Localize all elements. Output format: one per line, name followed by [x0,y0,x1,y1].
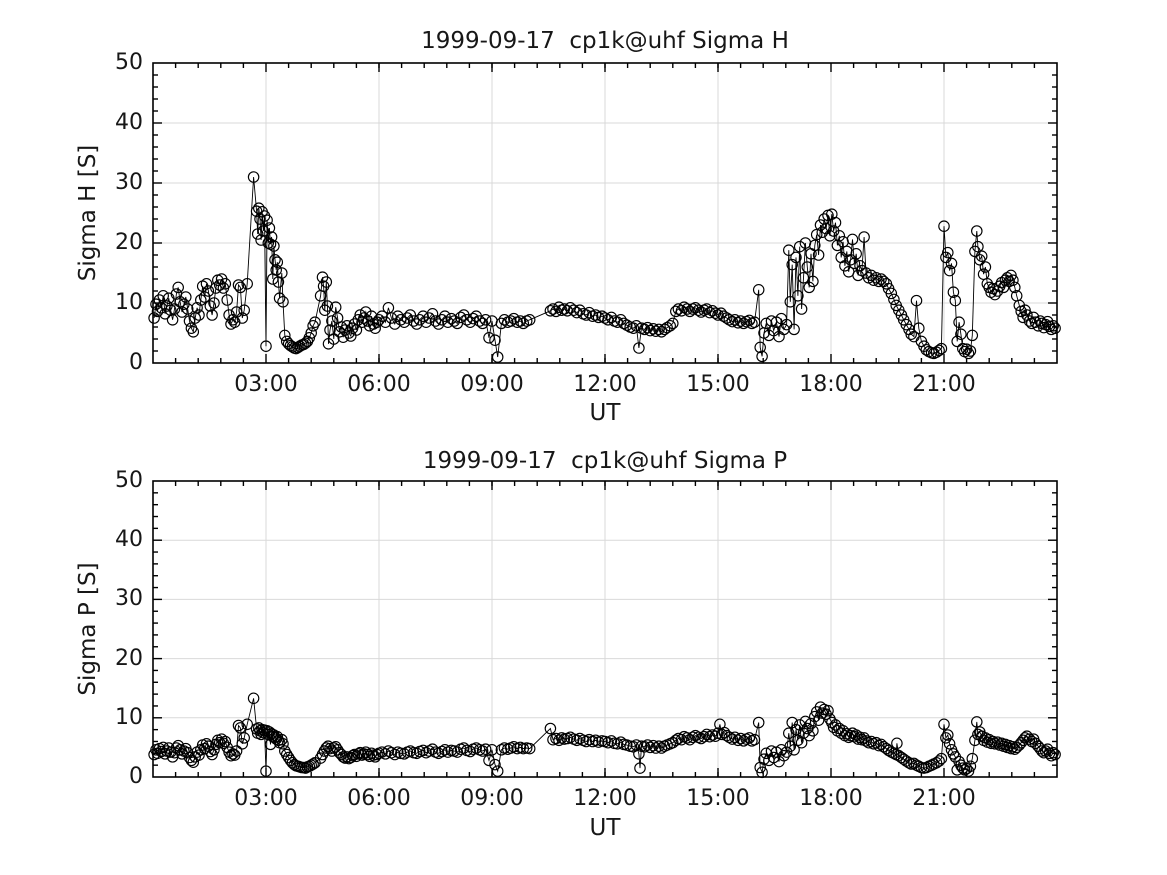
sigma-h-y-tick-label: 50 [115,50,143,75]
sigma-p-x-tick-label: 12:00 [573,786,637,811]
sigma-p-x-tick-label: 18:00 [799,786,863,811]
sigma-p-x-tick-label: 21:00 [912,786,976,811]
sigma-p-x-tick-label: 09:00 [460,786,524,811]
sigma-p-gridlines [153,481,1057,777]
sigma-p-x-tick-label: 06:00 [347,786,411,811]
sigma-p-y-tick-label: 50 [115,468,143,493]
sigma-h-x-tick-label: 03:00 [234,372,298,397]
sigma-h-x-tick-label: 18:00 [799,372,863,397]
sigma-p-y-tick-label: 30 [115,586,143,612]
sigma-h-gridlines [153,63,1057,363]
sigma-p-plot-area [148,480,1061,779]
sigma-h-series-markers [148,171,1061,363]
sigma-h-x-tick-label: 09:00 [460,372,524,397]
sigma-h-tick-marks [153,63,1057,363]
sigma-h-x-tick-label: 06:00 [347,372,411,397]
sigma-p-x-tick-label: 15:00 [686,786,750,811]
sigma-p-tick-marks [153,481,1057,777]
sigma-h-y-tick-label: 10 [115,290,143,315]
sigma-p-series-markers [148,692,1061,779]
sigma-p-y-axis-label: Sigma P [S] [75,562,101,696]
sigma-h-x-axis-label: UT [589,400,621,426]
sigma-p-y-tick-label: 40 [115,527,143,553]
sigma-p-x-axis-label: UT [589,815,621,841]
sigma-h-y-tick-label: 40 [115,110,143,135]
sigma-h-y-axis-label: Sigma H [S] [75,144,101,282]
sigma-p-x-tick-label: 03:00 [234,786,298,811]
sigma-h-y-tick-label: 0 [129,350,143,375]
sigma-h-plot-area [148,62,1061,364]
sigma-p-y-tick-label: 0 [129,764,143,789]
sigma-h-y-tick-label: 30 [115,170,143,195]
sigma-h-x-tick-label: 12:00 [573,372,637,397]
sigma-h-title: 1999-09-17 cp1k@uhf Sigma H [421,28,789,54]
sigma-p-chart: 1999-09-17 cp1k@uhf Sigma P Sigma P [S] … [0,437,1167,875]
sigma-h-x-tick-label: 15:00 [686,372,750,397]
sigma-p-y-tick-label: 20 [115,645,143,671]
sigma-h-x-tick-label: 21:00 [912,372,976,397]
sigma-p-y-tick-label: 10 [115,704,143,730]
sigma-h-y-tick-label: 20 [115,230,143,255]
sigma-h-chart: 1999-09-17 cp1k@uhf Sigma H Sigma H [S] … [0,0,1167,437]
sigma-p-axis-box [152,480,1058,778]
sigma-h-axis-box [152,62,1058,364]
sigma-p-title: 1999-09-17 cp1k@uhf Sigma P [422,448,788,474]
